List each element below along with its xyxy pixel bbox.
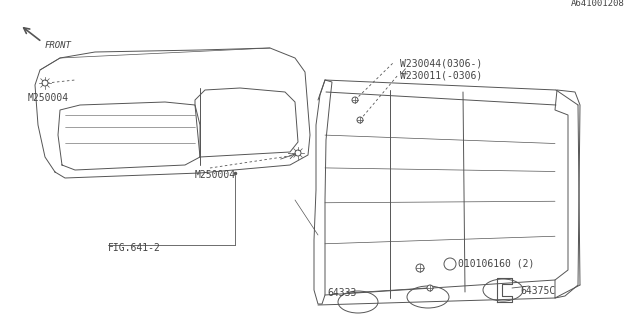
Text: A641001208: A641001208 [572,0,625,8]
Circle shape [352,97,358,103]
Text: W230011(-0306): W230011(-0306) [400,70,483,80]
Text: 64333: 64333 [327,288,356,298]
Text: 010106160 (2): 010106160 (2) [458,259,534,269]
Text: S: S [447,261,452,267]
Text: FIG.641-2: FIG.641-2 [108,243,161,253]
Text: 64375C: 64375C [520,286,556,296]
Circle shape [42,80,48,86]
Circle shape [427,285,433,291]
Circle shape [295,150,301,156]
Text: M250004: M250004 [195,170,236,180]
Text: M250004: M250004 [28,93,69,103]
Text: FRONT: FRONT [45,41,72,50]
Circle shape [444,258,456,270]
Circle shape [357,117,363,123]
Text: W230044(0306-): W230044(0306-) [400,58,483,68]
Circle shape [416,264,424,272]
